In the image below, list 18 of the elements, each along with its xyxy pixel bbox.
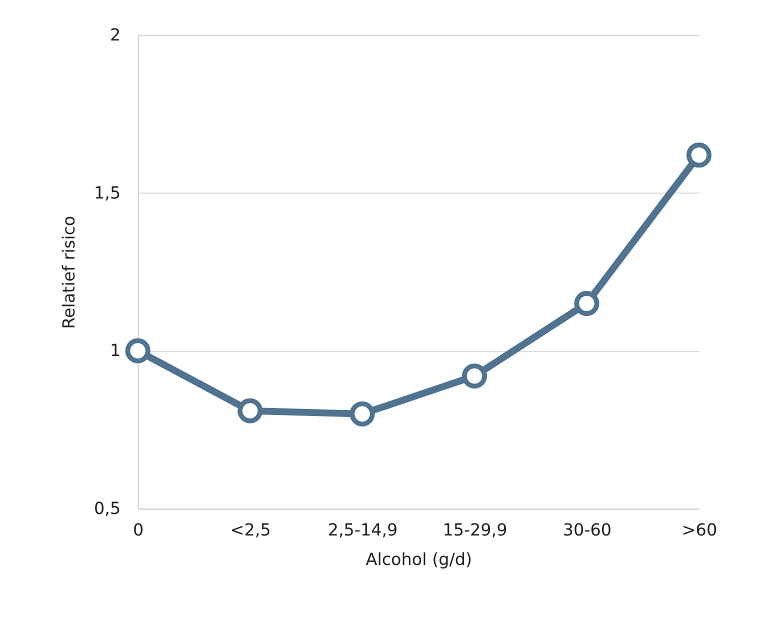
point [574, 290, 600, 316]
x-tick-label: 15-29,9 [442, 520, 508, 540]
point [350, 401, 375, 426]
point [238, 398, 263, 424]
x-tick-label: <2,5 [230, 520, 271, 540]
point [686, 142, 712, 168]
point [125, 338, 150, 364]
y-axis-title: Relatief risico [58, 216, 78, 329]
x-tick-label: 2,5-14,9 [328, 520, 398, 540]
x-tick-label: >60 [682, 520, 718, 540]
y-tick-label: 1 [110, 340, 121, 360]
point [462, 364, 488, 389]
x-tick-label: 0 [132, 520, 144, 540]
y-tick-label: 0,5 [94, 498, 121, 518]
x-axis-title: Alcohol (g/d) [366, 549, 472, 570]
y-tick-label: 2 [110, 24, 121, 45]
x-tick-label: 30-60 [562, 520, 612, 540]
y-tick-label: 1,5 [94, 182, 121, 202]
